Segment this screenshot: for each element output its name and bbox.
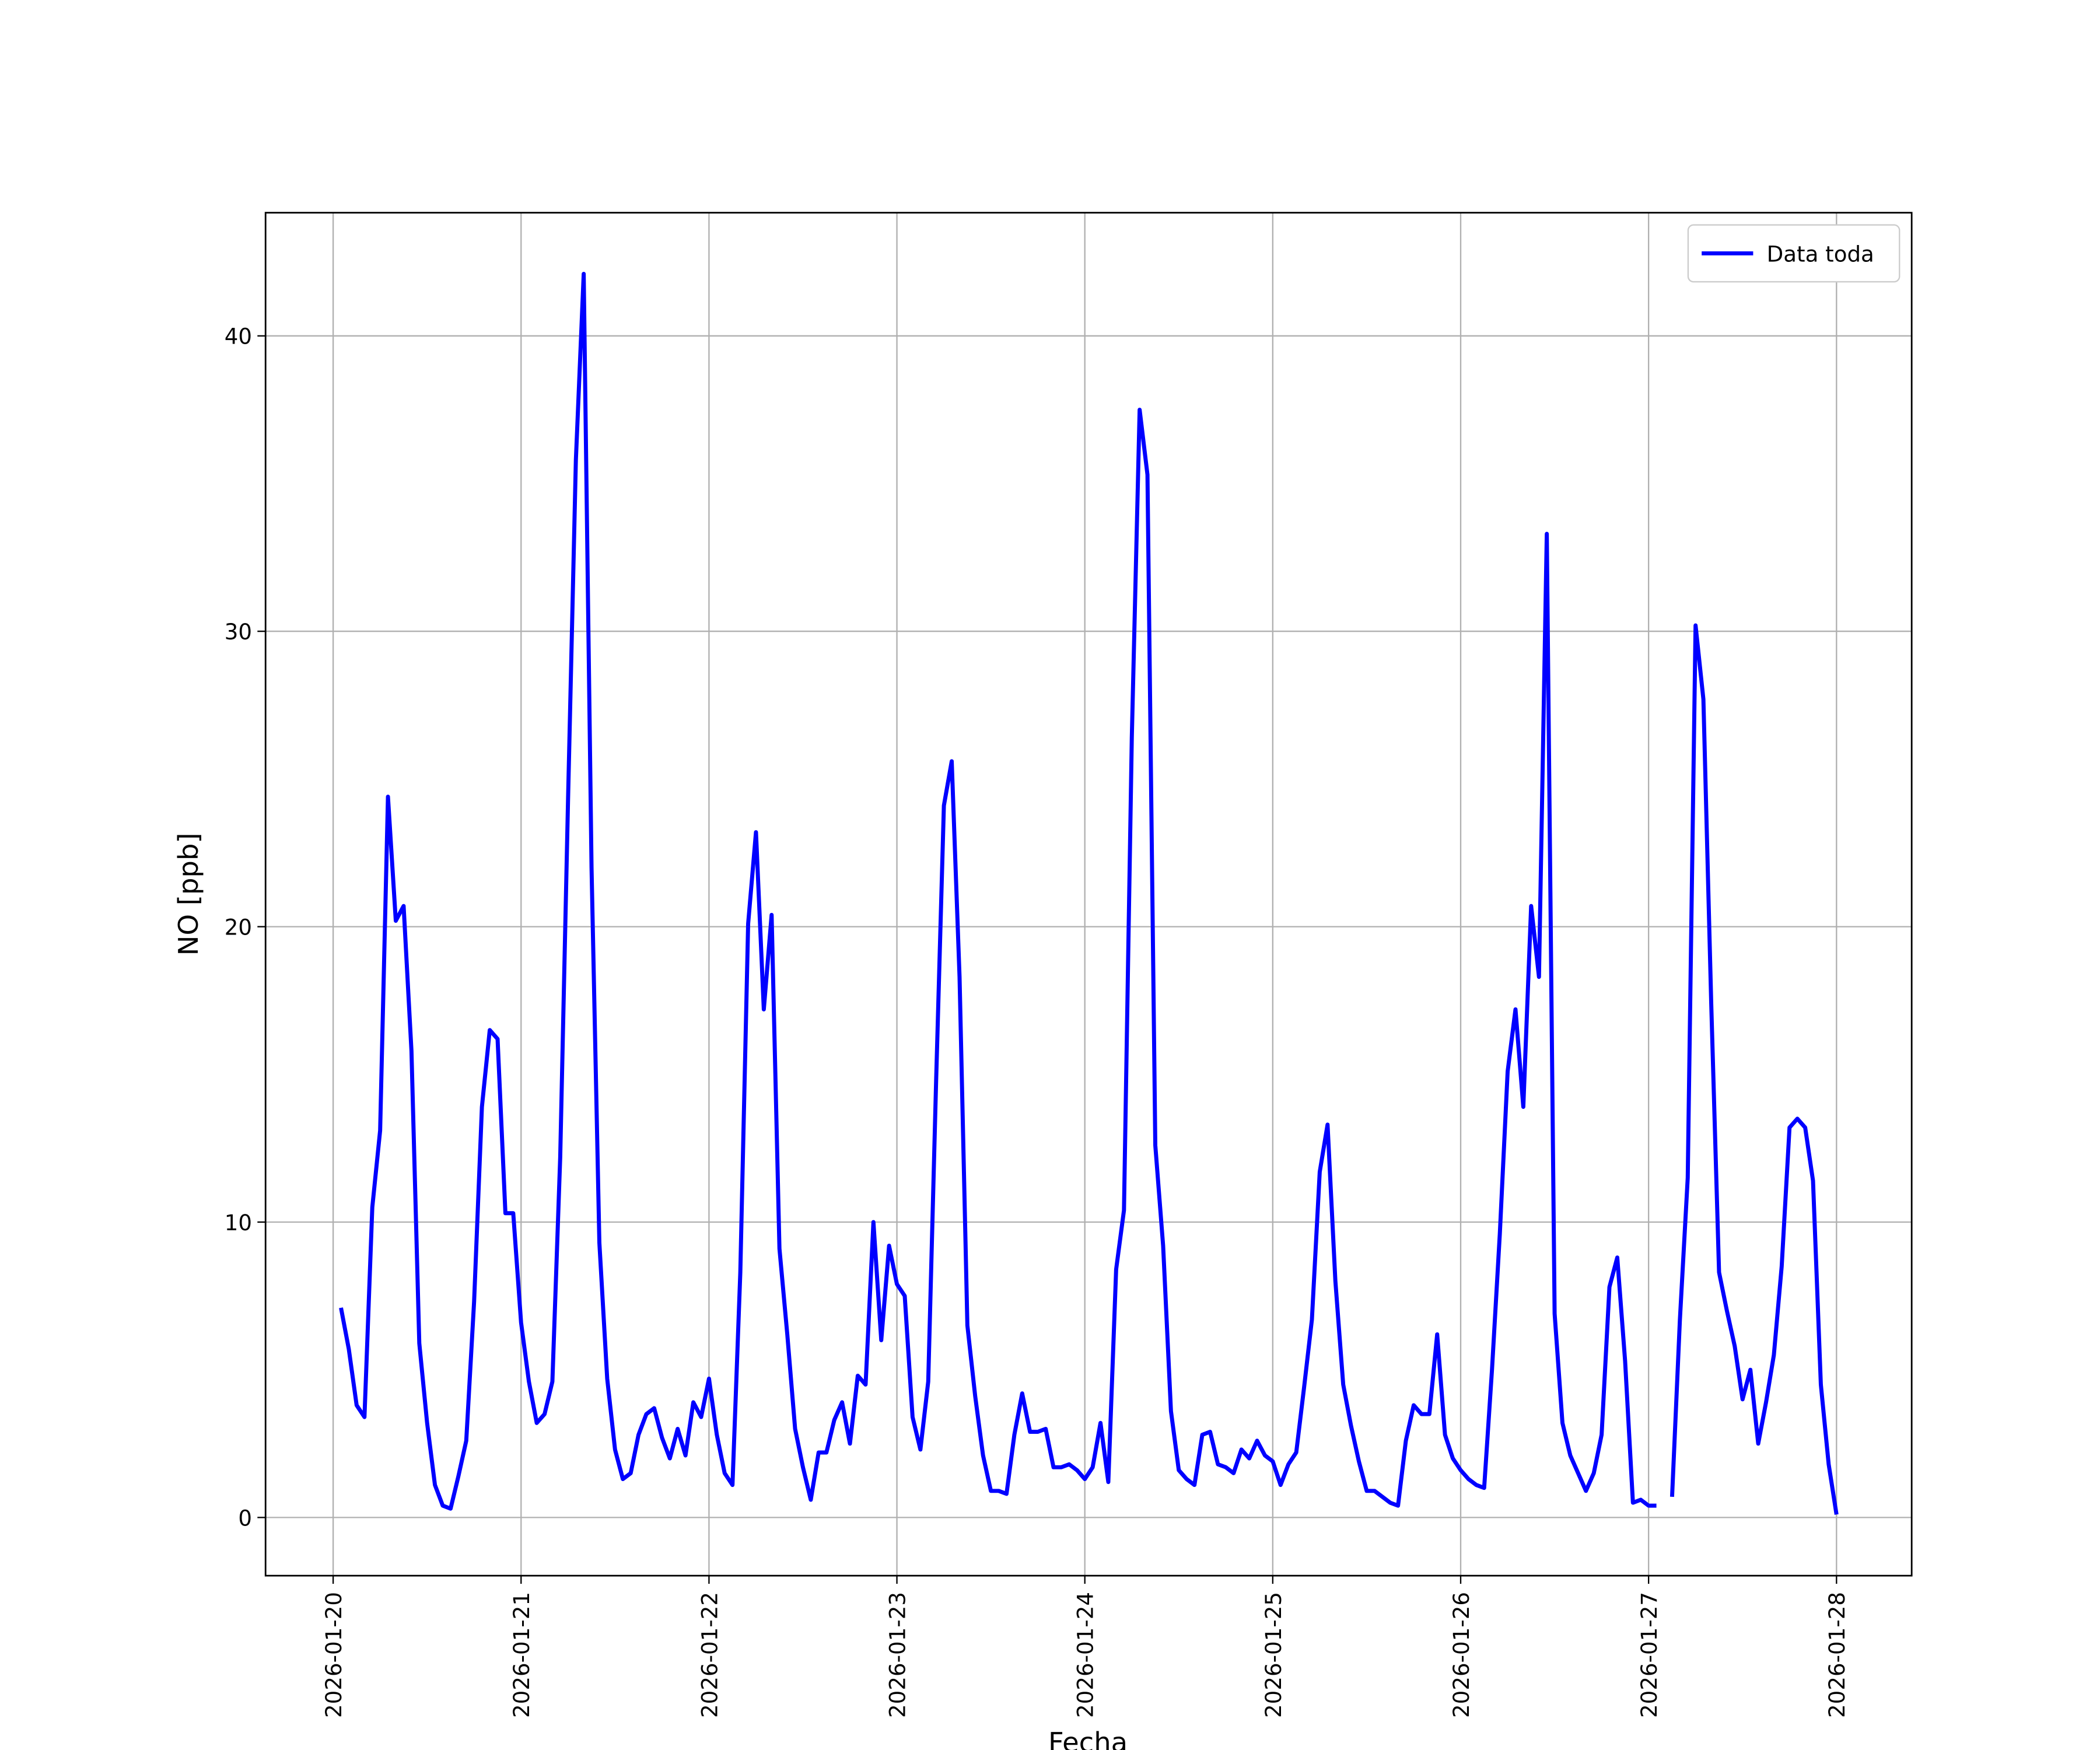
data-line [339,271,1839,1515]
x-tick-label: 2026-01-23 [885,1592,910,1718]
x-tick-label: 2026-01-22 [697,1592,722,1718]
x-tick-label: 2026-01-28 [1825,1592,1850,1718]
x-tick-label: 2026-01-26 [1449,1592,1474,1718]
y-tick-label: 10 [225,1210,252,1236]
y-tick-label: 20 [225,915,252,940]
x-axis-label: Fecha [1048,1727,1128,1750]
y-tick-label: 0 [238,1506,252,1531]
y-tick-label: 40 [225,324,252,349]
legend: Data toda [1687,224,1901,283]
y-tick-label: 30 [225,620,252,645]
x-tick-label: 2026-01-27 [1637,1592,1662,1718]
y-axis-label: NO [ppb] [173,833,204,956]
legend-label: Data toda [1767,242,1874,267]
legend-box [1687,224,1901,283]
x-tick-label: 2026-01-20 [321,1592,346,1718]
x-tick-label: 2026-01-21 [509,1592,534,1718]
plot-frame [264,212,1913,1577]
x-tick-label: 2026-01-24 [1073,1592,1098,1718]
x-tick-label: 2026-01-25 [1261,1592,1286,1718]
